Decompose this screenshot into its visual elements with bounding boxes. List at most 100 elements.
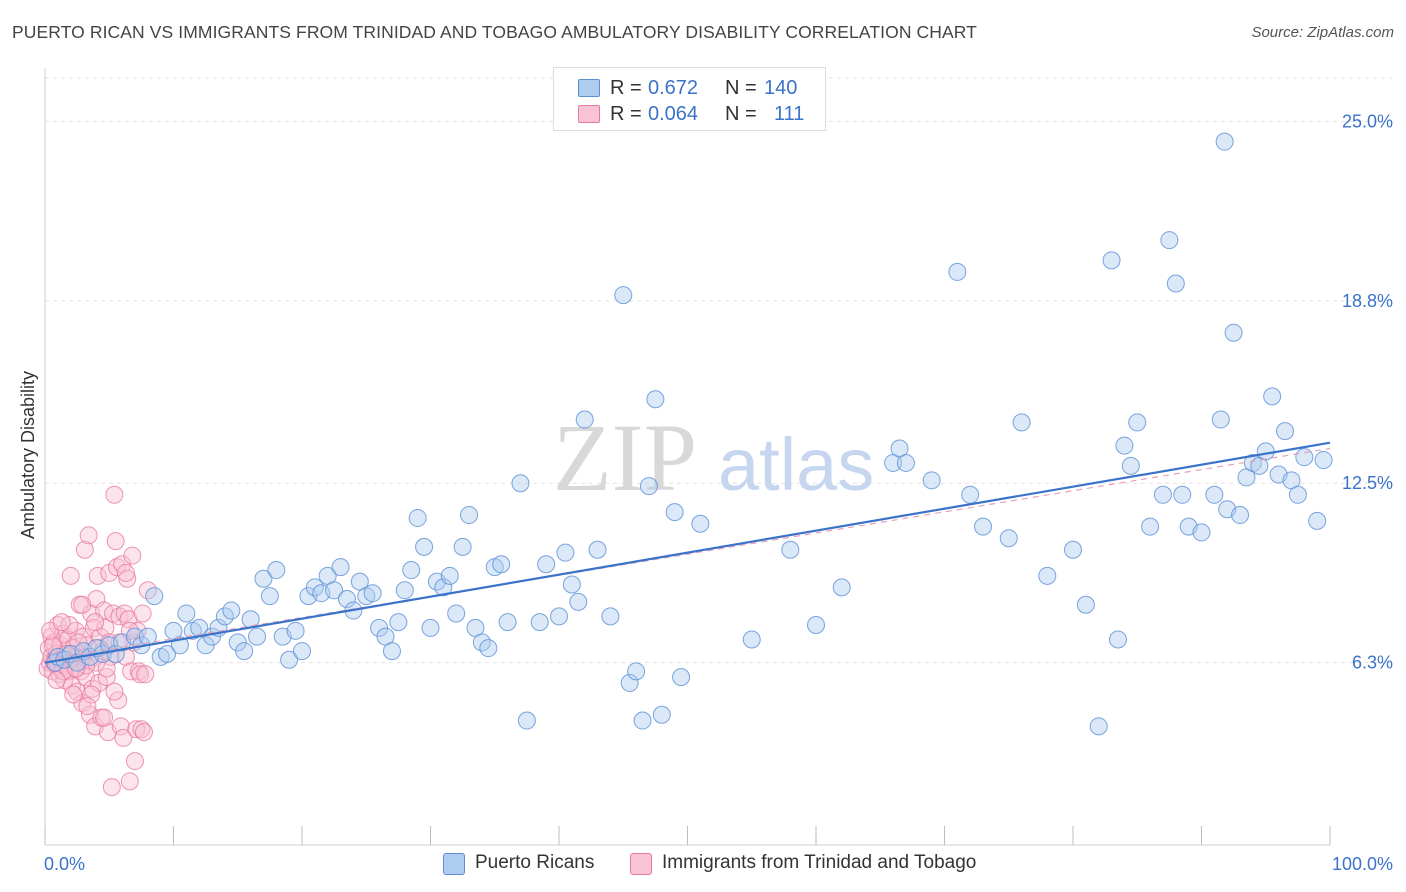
axes [44, 68, 1331, 846]
legend-swatch-blue [578, 79, 600, 97]
trend-line-trinidad [44, 447, 1331, 661]
puerto-rican-point [665, 503, 684, 522]
puerto-rican-point [331, 558, 350, 577]
puerto-rican-point [1038, 566, 1057, 585]
puerto-rican-point [460, 506, 479, 525]
trinidad-point [125, 752, 144, 771]
puerto-rican-point [633, 711, 652, 730]
puerto-rican-point [280, 650, 299, 669]
trinidad-point [132, 720, 151, 739]
chart-title: PUERTO RICAN VS IMMIGRANTS FROM TRINIDAD… [12, 22, 977, 42]
puerto-rican-point [742, 630, 761, 649]
legend-label: Puerto Ricans [475, 852, 595, 873]
puerto-rican-point [588, 540, 607, 559]
puerto-rican-point [614, 286, 633, 305]
puerto-rican-point [652, 705, 671, 724]
legend-swatch-blue [443, 853, 465, 875]
puerto-rican-point [807, 616, 825, 635]
trinidad-point [116, 563, 135, 582]
trinidad-point [109, 691, 128, 710]
watermark-atlas: atlas [718, 423, 874, 506]
trinidad-point [88, 566, 107, 585]
puerto-rican-point [1308, 511, 1327, 530]
trinidad-point [79, 526, 98, 545]
trinidad-point [52, 613, 71, 632]
trinidad-point [105, 682, 124, 701]
puerto-rican-point [1012, 413, 1031, 432]
puerto-rican-point [1141, 517, 1160, 536]
puerto-rican-point [440, 566, 459, 585]
puerto-rican-point [620, 673, 639, 692]
r-value: 0.064 [648, 103, 699, 125]
trinidad-point [107, 558, 126, 577]
trinidad-point [102, 778, 121, 797]
x-tick-labels: 0.0% 100.0% [44, 854, 1393, 874]
y-tick-label: 12.5% [1342, 473, 1393, 493]
puerto-rican-point [421, 618, 440, 637]
puerto-rican-point [1263, 387, 1282, 406]
trinidad-point [95, 708, 114, 727]
legend-swatch-pink [578, 105, 600, 123]
puerto-rican-point [1128, 413, 1147, 432]
trinidad-point [64, 685, 83, 704]
puerto-rican-point [1102, 251, 1121, 270]
puerto-rican-point [646, 390, 665, 409]
puerto-rican-point [254, 569, 273, 588]
trinidad-point [61, 566, 80, 585]
trinidad-point [105, 485, 124, 504]
puerto-rican-point [1231, 506, 1250, 525]
puerto-rican-point [267, 561, 286, 580]
puerto-rican-point [639, 477, 658, 496]
puerto-rican-point [1160, 231, 1179, 250]
n-label: N = [725, 103, 757, 125]
puerto-rican-point [389, 613, 408, 632]
y-axis-label: Ambulatory Disability [18, 371, 38, 539]
trinidad-point [96, 618, 115, 637]
puerto-rican-point [1153, 485, 1172, 504]
source-credit: Source: ZipAtlas.com [1251, 24, 1394, 41]
n-label: N = [725, 77, 757, 99]
legend-label: Immigrants from Trinidad and Tobago [662, 852, 977, 873]
trinidad-point [123, 546, 142, 565]
puerto-rican-point [569, 592, 588, 611]
puerto-rican-point [395, 581, 414, 600]
trinidad-point [97, 659, 116, 678]
puerto-rican-point [286, 621, 305, 640]
puerto-rican-point [1215, 132, 1234, 151]
puerto-rican-point [517, 711, 536, 730]
puerto-rican-point [1211, 410, 1230, 429]
puerto-rican-point [627, 662, 646, 681]
puerto-rican-point [1224, 323, 1243, 342]
puerto-rican-point [562, 575, 581, 594]
puerto-rican-point [575, 410, 594, 429]
stats-legend: R = 0.672 N = 140 R = 0.064 N = 111 [553, 67, 826, 131]
trinidad-point [47, 671, 66, 690]
puerto-rican-point [1108, 630, 1127, 649]
puerto-rican-point [922, 471, 941, 490]
x-tick-label-min: 0.0% [44, 854, 85, 874]
puerto-rican-point [1205, 485, 1224, 504]
puerto-rican-point [537, 555, 556, 574]
puerto-rican-point [672, 668, 691, 687]
y-tick-label: 25.0% [1342, 111, 1393, 131]
puerto-rican-point [511, 474, 530, 493]
puerto-rican-point [325, 581, 344, 600]
n-value: 111 [774, 103, 805, 125]
puerto-rican-point [260, 587, 279, 606]
n-value: 140 [764, 77, 798, 99]
puerto-rican-point [550, 607, 568, 626]
puerto-rican-point [896, 453, 915, 472]
puerto-rican-point [447, 604, 466, 623]
puerto-rican-point [453, 537, 472, 556]
y-tick-labels: 6.3% 12.5% 18.8% 25.0% [1342, 111, 1393, 672]
trinidad-point [136, 665, 155, 684]
trinidad-point [111, 717, 130, 736]
puerto-rican-point [382, 642, 401, 661]
puerto-rican-point [1089, 717, 1108, 736]
puerto-rican-point [1288, 485, 1307, 504]
puerto-rican-point [601, 607, 620, 626]
y-tick-label: 6.3% [1352, 653, 1393, 673]
trend-lines [44, 441, 1331, 664]
puerto-rican-point [479, 639, 498, 658]
r-value: 0.672 [648, 77, 699, 99]
